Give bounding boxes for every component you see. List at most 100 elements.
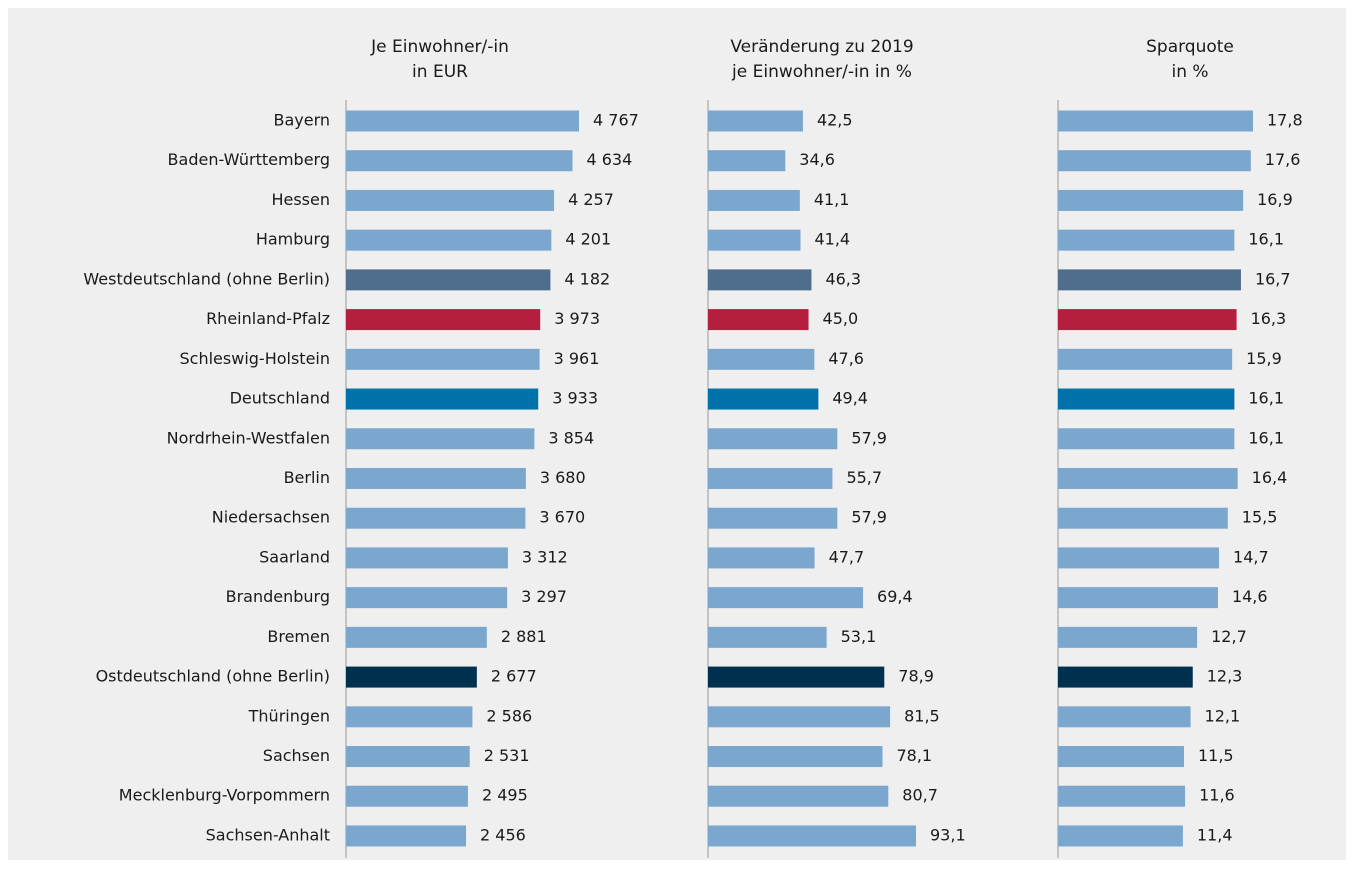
value-label: 4 182 bbox=[564, 269, 610, 288]
category-label: Thüringen bbox=[248, 706, 330, 725]
category-label: Rheinland-Pfalz bbox=[206, 309, 330, 328]
bar bbox=[346, 547, 508, 569]
value-label: 3 297 bbox=[521, 587, 567, 606]
value-label: 34,6 bbox=[799, 150, 835, 169]
bar bbox=[1058, 666, 1193, 688]
value-label: 3 670 bbox=[539, 508, 585, 527]
value-label: 14,6 bbox=[1232, 587, 1268, 606]
bar bbox=[1058, 428, 1235, 450]
bar bbox=[346, 189, 555, 211]
category-label: Bremen bbox=[267, 627, 330, 646]
value-label: 3 933 bbox=[552, 389, 598, 408]
category-label: Brandenburg bbox=[226, 587, 330, 606]
bar bbox=[708, 269, 812, 291]
bar bbox=[1058, 626, 1198, 648]
bar bbox=[1058, 507, 1228, 529]
panel-header: Sparquote in % bbox=[1146, 37, 1234, 82]
category-label: Nordrhein-Westfalen bbox=[167, 428, 330, 447]
value-label: 16,3 bbox=[1251, 309, 1287, 328]
bar bbox=[346, 626, 487, 648]
bar bbox=[1058, 110, 1253, 132]
value-label: 2 881 bbox=[501, 627, 547, 646]
value-label: 2 677 bbox=[491, 667, 537, 686]
bar bbox=[708, 706, 891, 728]
value-label: 69,4 bbox=[877, 587, 913, 606]
bar bbox=[1058, 309, 1237, 331]
bar bbox=[1058, 746, 1184, 768]
bar bbox=[346, 706, 473, 728]
value-label: 46,3 bbox=[825, 269, 861, 288]
value-label: 3 680 bbox=[540, 468, 586, 487]
value-label: 11,4 bbox=[1197, 825, 1233, 844]
bar bbox=[708, 666, 885, 688]
panel-header: Veränderung zu 2019 je Einwohner/-in in … bbox=[730, 37, 914, 82]
bar bbox=[1058, 269, 1241, 291]
value-label: 16,1 bbox=[1248, 389, 1284, 408]
bar bbox=[1058, 150, 1251, 172]
category-label: Sachsen bbox=[263, 746, 330, 765]
value-label: 3 961 bbox=[554, 349, 600, 368]
bar bbox=[708, 150, 786, 172]
value-label: 41,4 bbox=[814, 230, 850, 249]
bar bbox=[708, 388, 819, 410]
value-label: 12,7 bbox=[1211, 627, 1247, 646]
bar bbox=[346, 348, 540, 370]
panel-header: Je Einwohner/-in in EUR bbox=[371, 37, 509, 82]
value-label: 55,7 bbox=[846, 468, 882, 487]
bar bbox=[708, 626, 827, 648]
bar bbox=[1058, 229, 1235, 251]
value-label: 2 456 bbox=[480, 825, 526, 844]
value-label: 4 634 bbox=[586, 150, 632, 169]
bar bbox=[708, 189, 800, 211]
bar bbox=[1058, 189, 1244, 211]
value-label: 16,1 bbox=[1248, 428, 1284, 447]
bar bbox=[1058, 587, 1218, 609]
category-label: Hessen bbox=[271, 190, 330, 209]
value-label: 16,7 bbox=[1255, 269, 1291, 288]
category-label: Saarland bbox=[259, 547, 330, 566]
bar bbox=[708, 547, 815, 569]
value-label: 4 767 bbox=[593, 111, 639, 130]
category-label: Ostdeutschland (ohne Berlin) bbox=[96, 667, 330, 686]
value-label: 2 586 bbox=[486, 706, 532, 725]
bar bbox=[708, 467, 833, 489]
bar bbox=[346, 666, 477, 688]
category-label: Niedersachsen bbox=[212, 508, 330, 527]
bar bbox=[1058, 785, 1186, 807]
value-label: 4 257 bbox=[568, 190, 614, 209]
bar bbox=[346, 746, 470, 768]
value-label: 78,1 bbox=[896, 746, 932, 765]
value-label: 78,9 bbox=[898, 667, 934, 686]
bar bbox=[708, 587, 864, 609]
bar bbox=[708, 309, 809, 331]
value-label: 49,4 bbox=[832, 389, 868, 408]
value-label: 53,1 bbox=[841, 627, 877, 646]
bar bbox=[1058, 467, 1238, 489]
category-label: Baden-Württemberg bbox=[168, 150, 330, 169]
category-label: Deutschland bbox=[230, 389, 330, 408]
bar bbox=[708, 785, 889, 807]
value-label: 16,9 bbox=[1257, 190, 1293, 209]
bar bbox=[708, 507, 838, 529]
bar bbox=[1058, 706, 1191, 728]
bar bbox=[346, 269, 551, 291]
category-label: Sachsen-Anhalt bbox=[206, 825, 330, 844]
category-label: Bayern bbox=[273, 111, 330, 130]
bar bbox=[346, 150, 573, 172]
value-label: 11,6 bbox=[1199, 786, 1235, 805]
category-label: Hamburg bbox=[256, 230, 330, 249]
value-label: 57,9 bbox=[851, 428, 887, 447]
value-label: 4 201 bbox=[565, 230, 611, 249]
bar bbox=[346, 785, 468, 807]
value-label: 15,5 bbox=[1242, 508, 1278, 527]
value-label: 15,9 bbox=[1246, 349, 1282, 368]
bar bbox=[708, 348, 815, 370]
category-label: Berlin bbox=[284, 468, 330, 487]
bar bbox=[708, 229, 801, 251]
bar bbox=[346, 467, 526, 489]
value-label: 81,5 bbox=[904, 706, 940, 725]
bar bbox=[346, 309, 541, 331]
value-label: 3 854 bbox=[548, 428, 594, 447]
category-label: Schleswig-Holstein bbox=[180, 349, 330, 368]
